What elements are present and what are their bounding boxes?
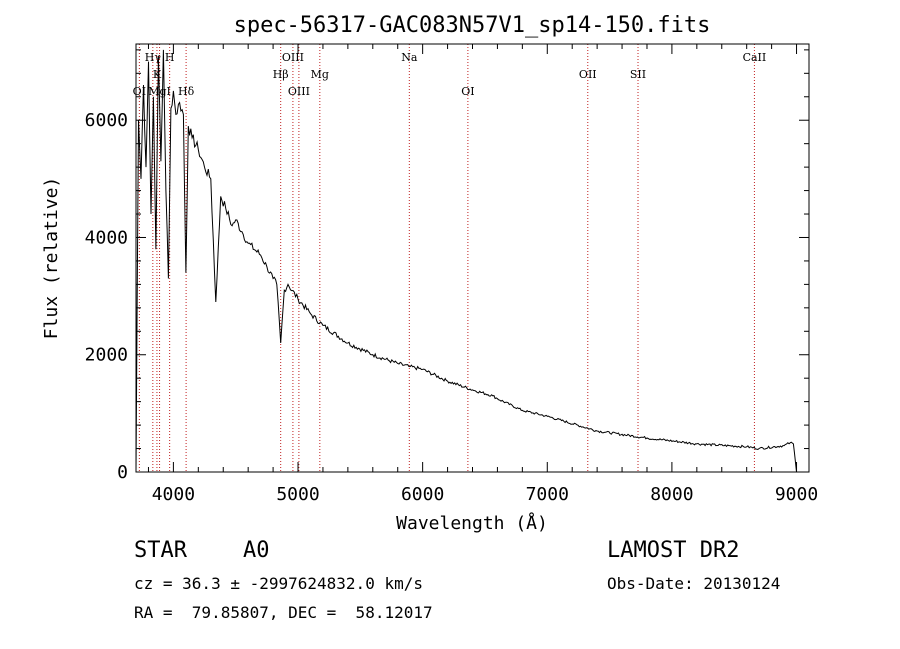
line-label-14: CaII: [743, 51, 767, 64]
survey-name: LAMOST DR2: [607, 538, 740, 563]
line-label-4: H: [165, 51, 175, 64]
y-tick-label: 6000: [85, 110, 128, 131]
x-axis: 4000 5000 6000 7000 8000 9000: [147, 44, 818, 505]
line-label-9: Mg: [311, 68, 329, 81]
x-tick-label: 9000: [775, 484, 818, 505]
redshift-text: cz = 36.3 ± -2997624832.0 km/s: [134, 574, 423, 593]
line-label-1: Hγ: [145, 51, 162, 64]
y-axis-label: Flux (relative): [41, 177, 62, 340]
line-label-6: Hβ: [273, 68, 289, 81]
x-tick-label: 6000: [401, 484, 444, 505]
line-label-8: OIII: [288, 85, 310, 98]
object-class: STAR: [134, 538, 187, 563]
subclass: A0: [243, 538, 270, 563]
line-label-13: SII: [630, 68, 646, 81]
line-label-12: OII: [579, 68, 597, 81]
spectrum-series-line: [135, 49, 797, 473]
line-label-11: OI: [461, 85, 474, 98]
y-tick-label: 0: [117, 462, 128, 483]
x-tick-label: 7000: [526, 484, 569, 505]
plot-frame: [135, 43, 810, 473]
x-tick-label: 4000: [152, 484, 195, 505]
y-axis: 0 2000 4000 6000: [85, 49, 809, 483]
line-label-5: Hδ: [178, 85, 195, 98]
y-tick-label: 2000: [85, 345, 128, 366]
x-tick-label: 8000: [650, 484, 693, 505]
chart-title: spec-56317-GAC083N57V1_sp14-150.fits: [234, 13, 711, 38]
y-tick-label: 4000: [85, 227, 128, 248]
x-tick-label: 5000: [276, 484, 319, 505]
coordinates: RA = 79.85807, DEC = 58.12017: [134, 603, 433, 622]
line-label-7: OIII: [282, 51, 304, 64]
x-axis-label: Wavelength (Å): [396, 512, 548, 534]
obs-date: Obs-Date: 20130124: [607, 574, 781, 593]
line-label-2: K: [153, 68, 162, 81]
line-label-10: Na: [401, 51, 418, 64]
